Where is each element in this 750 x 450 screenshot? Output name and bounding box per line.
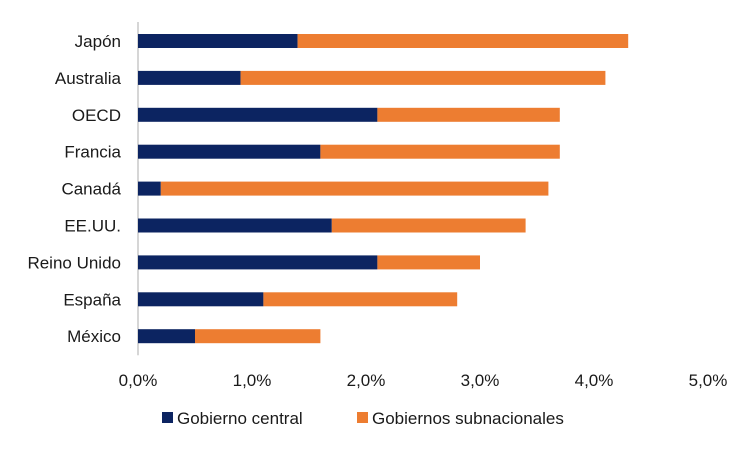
bar-oecd-gobierno-central bbox=[138, 107, 378, 122]
bar-espana-gobiernos-subnacionales bbox=[263, 292, 458, 307]
bar-australia-gobiernos-subnacionales bbox=[240, 70, 606, 85]
legend-swatch-gobierno-central bbox=[162, 412, 173, 423]
bar-canada-gobierno-central bbox=[138, 181, 161, 196]
category-label: EE.UU. bbox=[64, 217, 121, 236]
bar-canada-gobiernos-subnacionales bbox=[160, 181, 549, 196]
bar-japon-gobierno-central bbox=[138, 34, 298, 48]
bars bbox=[138, 34, 629, 344]
bar-australia-gobierno-central bbox=[138, 70, 241, 85]
legend-swatch-gobiernos-subnacionales bbox=[357, 412, 368, 423]
bar-mexico-gobierno-central bbox=[138, 329, 195, 344]
category-label: OECD bbox=[72, 106, 121, 125]
bar-francia-gobiernos-subnacionales bbox=[320, 144, 560, 159]
x-tick-label: 4,0% bbox=[575, 371, 614, 390]
bar-francia-gobierno-central bbox=[138, 144, 321, 159]
category-label: Canadá bbox=[61, 180, 121, 199]
bar-reino-unido-gobierno-central bbox=[138, 255, 378, 270]
x-tick-label: 3,0% bbox=[461, 371, 500, 390]
legend: Gobierno central Gobiernos subnacionales bbox=[162, 409, 564, 428]
category-label: Francia bbox=[64, 143, 121, 162]
x-tick-label: 2,0% bbox=[347, 371, 386, 390]
bar-japon-gobiernos-subnacionales bbox=[297, 34, 629, 48]
category-label: México bbox=[67, 327, 121, 346]
x-tick-label: 1,0% bbox=[233, 371, 272, 390]
bar-oecd-gobiernos-subnacionales bbox=[377, 107, 560, 122]
category-label: Reino Unido bbox=[27, 253, 121, 272]
bar-ee-uu-gobiernos-subnacionales bbox=[331, 218, 526, 233]
bar-reino-unido-gobiernos-subnacionales bbox=[377, 255, 480, 270]
category-label: Australia bbox=[55, 69, 122, 88]
x-tick-label: 5,0% bbox=[689, 371, 728, 390]
bar-espana-gobierno-central bbox=[138, 292, 264, 307]
x-tick-label: 0,0% bbox=[119, 371, 158, 390]
category-label: España bbox=[63, 290, 121, 309]
legend-label-gobierno-central: Gobierno central bbox=[177, 409, 303, 428]
bar-mexico-gobiernos-subnacionales bbox=[195, 329, 321, 344]
legend-label-gobiernos-subnacionales: Gobiernos subnacionales bbox=[372, 409, 564, 428]
category-labels: Japón Australia OECD Francia Canadá EE.UU. Rei… bbox=[27, 32, 121, 346]
category-label: Japón bbox=[75, 32, 121, 51]
bar-ee-uu-gobierno-central bbox=[138, 218, 332, 233]
x-tick-labels: 0,0% 1,0% 2,0% 3,0% 4,0% 5,0% bbox=[119, 371, 728, 390]
